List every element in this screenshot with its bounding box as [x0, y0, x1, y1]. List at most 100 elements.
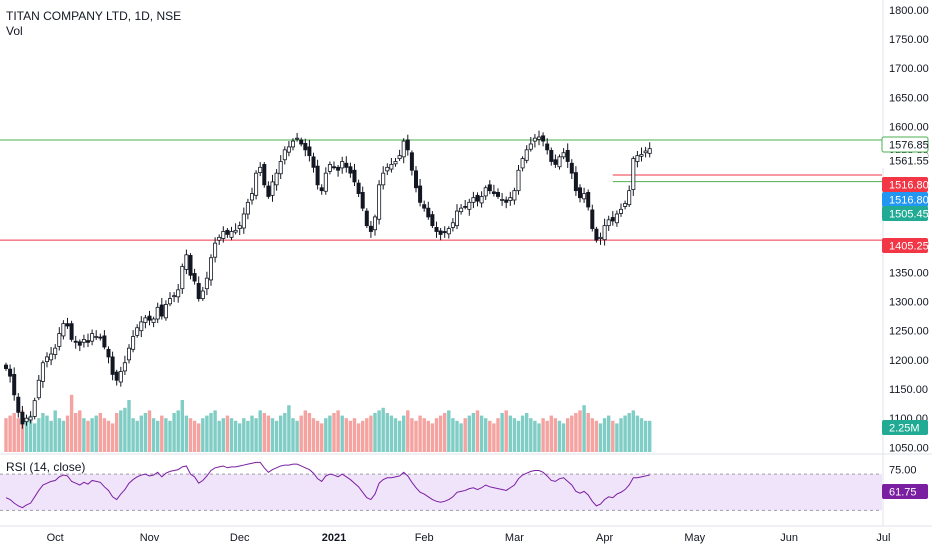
candle-body[interactable]: [500, 199, 505, 201]
candle-body[interactable]: [541, 135, 546, 142]
candle-body[interactable]: [184, 254, 189, 270]
candle-body[interactable]: [299, 139, 304, 145]
candle-body[interactable]: [471, 197, 476, 203]
candle-body[interactable]: [188, 255, 193, 276]
candle-body[interactable]: [213, 242, 218, 258]
candle-body[interactable]: [459, 207, 464, 213]
candle-body[interactable]: [135, 327, 140, 336]
candle-body[interactable]: [606, 219, 611, 227]
candle-body[interactable]: [372, 216, 377, 231]
candle-body[interactable]: [36, 379, 41, 399]
candle-body[interactable]: [303, 143, 308, 151]
candle-body[interactable]: [364, 210, 369, 227]
candle-body[interactable]: [77, 341, 82, 346]
candle-body[interactable]: [590, 209, 595, 229]
candle-body[interactable]: [532, 137, 537, 142]
candle-body[interactable]: [237, 225, 242, 229]
candle-body[interactable]: [131, 336, 136, 350]
candle-body[interactable]: [479, 196, 484, 204]
candle-body[interactable]: [147, 315, 152, 321]
candle-body[interactable]: [483, 187, 488, 197]
candle-body[interactable]: [118, 371, 123, 383]
candle-body[interactable]: [61, 323, 66, 337]
candle-body[interactable]: [221, 231, 226, 239]
candle-body[interactable]: [643, 150, 648, 154]
candle-body[interactable]: [524, 149, 529, 161]
candle-body[interactable]: [192, 273, 197, 282]
candle-body[interactable]: [286, 146, 291, 153]
candle-body[interactable]: [262, 164, 267, 186]
candle-body[interactable]: [504, 199, 509, 203]
candle-body[interactable]: [368, 225, 373, 232]
candle-body[interactable]: [24, 417, 29, 423]
candle-body[interactable]: [442, 231, 447, 234]
candle-body[interactable]: [249, 193, 254, 201]
candle-body[interactable]: [274, 172, 279, 186]
candle-body[interactable]: [20, 411, 25, 425]
candle-body[interactable]: [422, 204, 427, 209]
candle-body[interactable]: [418, 185, 423, 203]
candle-body[interactable]: [278, 161, 283, 175]
candle-body[interactable]: [610, 217, 615, 222]
candle-body[interactable]: [295, 137, 300, 140]
candle-body[interactable]: [450, 222, 455, 228]
candle-body[interactable]: [307, 146, 312, 157]
candle-body[interactable]: [360, 192, 365, 209]
candle-body[interactable]: [598, 236, 603, 239]
candle-body[interactable]: [86, 340, 91, 343]
candle-body[interactable]: [180, 266, 185, 290]
candle-body[interactable]: [619, 208, 624, 214]
candle-body[interactable]: [69, 323, 74, 340]
candle-body[interactable]: [196, 283, 201, 299]
candle-body[interactable]: [40, 362, 45, 382]
candle-body[interactable]: [49, 353, 54, 361]
candle-body[interactable]: [4, 364, 9, 369]
candle-body[interactable]: [241, 213, 246, 229]
candle-body[interactable]: [12, 374, 17, 396]
candle-body[interactable]: [73, 340, 78, 343]
candle-body[interactable]: [143, 317, 148, 323]
candle-body[interactable]: [467, 201, 472, 210]
candle-body[interactable]: [356, 182, 361, 194]
candle-body[interactable]: [200, 290, 205, 299]
rsi-legend[interactable]: RSI (14, close): [6, 460, 86, 474]
candle-body[interactable]: [315, 165, 320, 186]
candle-body[interactable]: [81, 339, 86, 343]
candle-body[interactable]: [639, 154, 644, 157]
candle-body[interactable]: [520, 158, 525, 169]
candle-body[interactable]: [413, 170, 418, 189]
candle-body[interactable]: [110, 356, 115, 375]
candle-body[interactable]: [553, 159, 558, 165]
candle-body[interactable]: [323, 172, 328, 192]
candle-body[interactable]: [426, 207, 431, 218]
candle-body[interactable]: [254, 172, 259, 196]
symbol-title[interactable]: TITAN COMPANY LTD, 1D, NSE: [6, 9, 182, 23]
candle-body[interactable]: [561, 152, 566, 158]
candle-body[interactable]: [106, 348, 111, 358]
candle-body[interactable]: [348, 166, 353, 174]
candle-body[interactable]: [127, 347, 132, 361]
volume-legend[interactable]: Vol: [6, 24, 23, 38]
candle-body[interactable]: [623, 203, 628, 207]
candle-body[interactable]: [57, 333, 62, 347]
candle-body[interactable]: [225, 229, 230, 235]
candle-body[interactable]: [16, 396, 21, 413]
candle-body[interactable]: [159, 304, 164, 317]
candle-body[interactable]: [578, 187, 583, 199]
candle-body[interactable]: [569, 162, 574, 174]
candle-body[interactable]: [545, 143, 550, 151]
candle-body[interactable]: [155, 306, 160, 320]
candle-body[interactable]: [401, 140, 406, 158]
candle-body[interactable]: [508, 197, 513, 201]
candle-body[interactable]: [167, 298, 172, 305]
candle-body[interactable]: [344, 162, 349, 168]
candle-body[interactable]: [8, 368, 13, 377]
candle-body[interactable]: [102, 335, 107, 348]
candle-body[interactable]: [208, 257, 213, 281]
candle-body[interactable]: [434, 227, 439, 232]
candle-body[interactable]: [319, 187, 324, 192]
candle-body[interactable]: [290, 140, 295, 148]
candle-body[interactable]: [385, 166, 390, 172]
